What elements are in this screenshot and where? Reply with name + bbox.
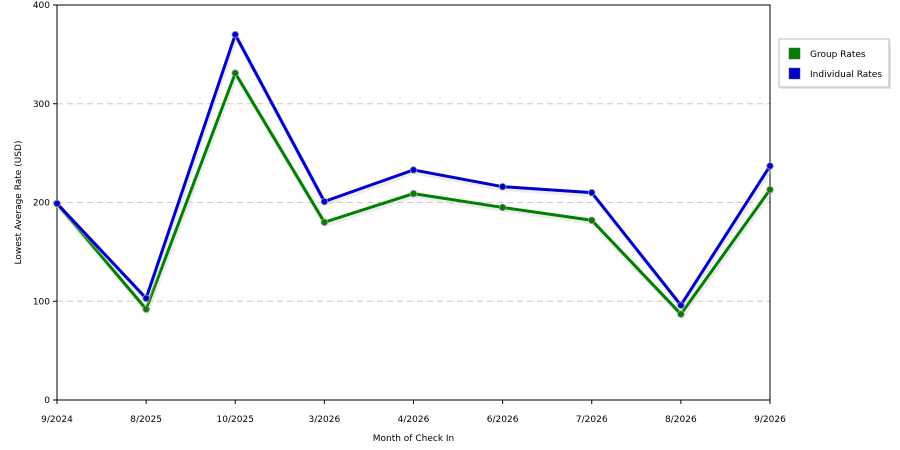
data-point xyxy=(142,305,150,313)
legend-swatch xyxy=(788,47,801,60)
legend-label: Group Rates xyxy=(810,50,866,60)
data-point xyxy=(498,182,507,191)
x-tick-label: 6/2026 xyxy=(487,415,519,425)
gridlines xyxy=(57,103,770,302)
x-axis-title: Month of Check In xyxy=(373,434,455,444)
x-axis: 9/2024 8/2025 10/2025 3/2026 4/2026 6/2026 7/2… xyxy=(41,400,786,425)
data-point xyxy=(677,310,685,318)
x-tick-label: 9/2026 xyxy=(754,415,786,425)
y-tick-label: 100 xyxy=(33,297,50,307)
y-tick-label: 200 xyxy=(33,199,50,209)
legend-swatch xyxy=(788,67,801,80)
data-point xyxy=(231,69,239,77)
plot-area xyxy=(56,4,771,401)
x-tick-label: 9/2024 xyxy=(41,415,73,425)
data-point xyxy=(231,30,239,39)
series-layer xyxy=(53,30,774,321)
x-tick-label: 4/2026 xyxy=(398,415,430,425)
data-point xyxy=(320,197,329,206)
y-tick-label: 300 xyxy=(33,100,50,110)
data-point xyxy=(53,199,61,208)
data-point xyxy=(409,189,418,198)
data-point xyxy=(498,203,507,212)
series-group-rates xyxy=(53,69,774,321)
data-point xyxy=(320,218,329,226)
data-point xyxy=(588,216,596,224)
legend: Group Rates Individual Rates xyxy=(778,38,891,89)
x-tick-label: 8/2026 xyxy=(665,415,697,425)
x-tick-label: 8/2025 xyxy=(130,415,162,425)
data-point xyxy=(409,166,418,174)
data-point xyxy=(588,188,596,197)
x-tick-label: 7/2026 xyxy=(576,415,608,425)
x-tick-label: 3/2026 xyxy=(309,415,341,425)
y-tick-label: 400 xyxy=(33,1,50,11)
legend-label: Individual Rates xyxy=(810,70,882,80)
y-axis-title: Lowest Average Rate (USD) xyxy=(14,141,24,265)
data-point xyxy=(677,301,685,309)
data-point xyxy=(766,185,774,194)
data-point xyxy=(142,294,150,302)
data-point xyxy=(766,162,774,170)
series-individual-rates xyxy=(53,30,774,312)
x-tick-label: 10/2025 xyxy=(217,415,254,425)
y-tick-label: 0 xyxy=(44,396,50,406)
